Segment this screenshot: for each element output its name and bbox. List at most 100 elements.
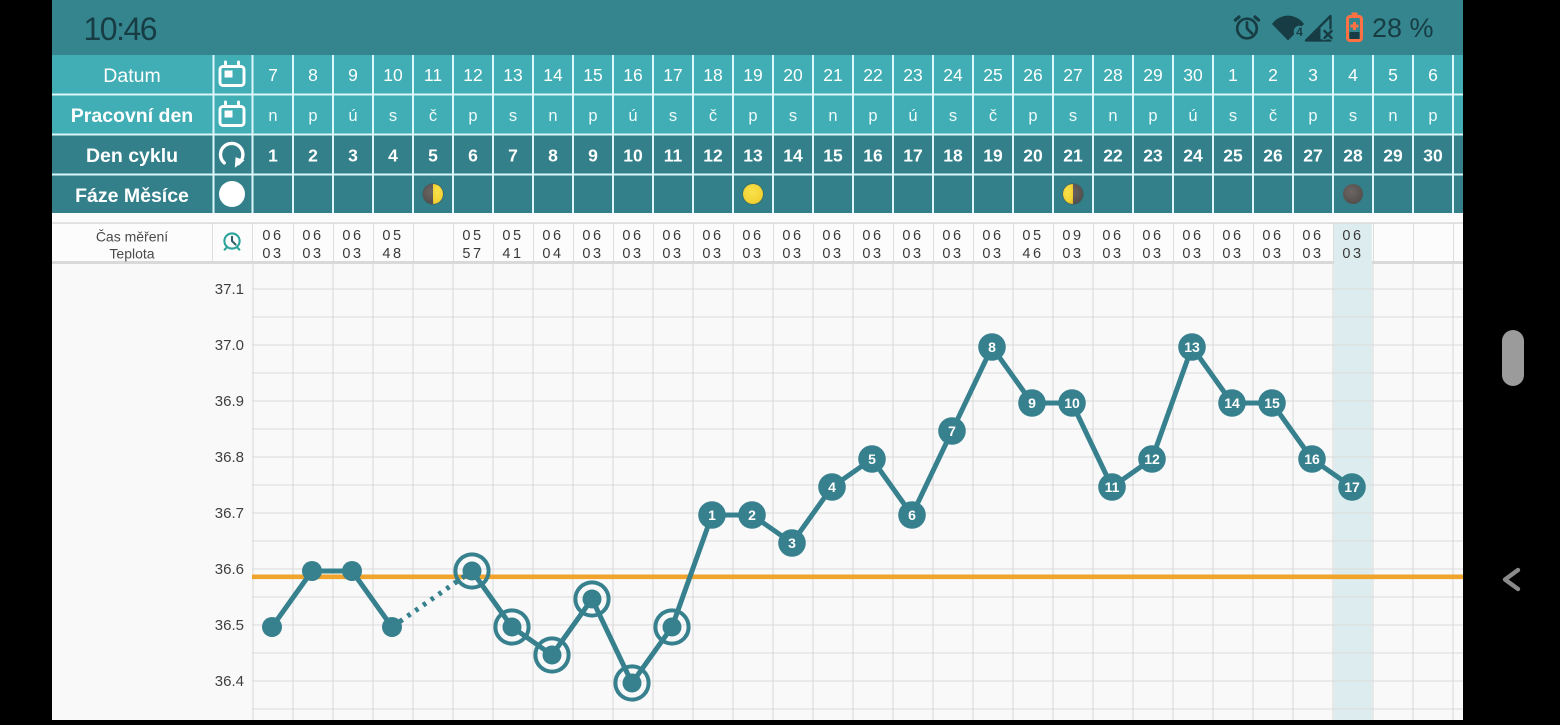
svg-text:03: 03 [702, 246, 723, 262]
svg-text:36.4: 36.4 [215, 673, 244, 690]
svg-text:28: 28 [1103, 65, 1122, 85]
svg-text:48: 48 [382, 246, 403, 262]
svg-text:5: 5 [868, 451, 876, 467]
svg-text:37.1: 37.1 [215, 281, 244, 298]
svg-text:15: 15 [583, 65, 602, 85]
svg-text:27: 27 [1303, 146, 1322, 166]
svg-text:06: 06 [822, 228, 843, 244]
svg-text:03: 03 [1142, 246, 1163, 262]
svg-text:06: 06 [1262, 228, 1283, 244]
svg-text:9: 9 [348, 65, 358, 85]
svg-text:2: 2 [1268, 65, 1278, 85]
svg-text:06: 06 [1302, 228, 1323, 244]
svg-text:06: 06 [582, 228, 603, 244]
svg-text:21: 21 [1063, 146, 1083, 166]
svg-text:29: 29 [1383, 146, 1403, 166]
svg-text:06: 06 [1182, 228, 1203, 244]
svg-text:č: č [429, 107, 437, 125]
svg-text:06: 06 [1222, 228, 1243, 244]
svg-text:7: 7 [268, 65, 278, 85]
svg-text:03: 03 [1182, 246, 1203, 262]
svg-text:25: 25 [1223, 146, 1243, 166]
svg-text:37.0: 37.0 [215, 337, 244, 354]
svg-text:18: 18 [943, 146, 963, 166]
svg-text:10: 10 [623, 146, 643, 166]
svg-text:22: 22 [863, 65, 882, 85]
svg-text:23: 23 [903, 65, 922, 85]
svg-text:ú: ú [1188, 107, 1197, 125]
svg-text:ú: ú [628, 107, 637, 125]
svg-text:20: 20 [1023, 146, 1043, 166]
svg-text:03: 03 [1062, 246, 1083, 262]
svg-text:12: 12 [463, 65, 482, 85]
svg-text:03: 03 [1102, 246, 1123, 262]
svg-text:1: 1 [1228, 65, 1238, 85]
svg-text:06: 06 [342, 228, 363, 244]
svg-text:3: 3 [348, 146, 358, 166]
svg-text:p: p [308, 107, 317, 125]
svg-text:26: 26 [1263, 146, 1283, 166]
svg-text:n: n [268, 107, 277, 125]
svg-text:41: 41 [502, 246, 523, 262]
svg-text:8: 8 [988, 339, 996, 355]
svg-text:p: p [588, 107, 597, 125]
svg-text:05: 05 [382, 228, 403, 244]
svg-text:03: 03 [622, 246, 643, 262]
svg-text:03: 03 [982, 246, 1003, 262]
svg-text:11: 11 [1105, 479, 1120, 495]
svg-text:Čas měření: Čas měření [96, 229, 168, 245]
svg-text:22: 22 [1103, 146, 1123, 166]
svg-text:03: 03 [1262, 246, 1283, 262]
svg-text:7: 7 [508, 146, 518, 166]
svg-text:03: 03 [902, 246, 923, 262]
svg-text:14: 14 [783, 146, 803, 166]
svg-text:s: s [1349, 107, 1357, 125]
svg-text:8: 8 [308, 65, 318, 85]
svg-text:03: 03 [822, 246, 843, 262]
svg-text:3: 3 [1308, 65, 1318, 85]
svg-text:18: 18 [703, 65, 722, 85]
svg-text:9: 9 [588, 146, 598, 166]
svg-text:s: s [949, 107, 957, 125]
svg-text:03: 03 [582, 246, 603, 262]
svg-text:19: 19 [983, 146, 1003, 166]
svg-text:s: s [509, 107, 517, 125]
svg-text:36.5: 36.5 [215, 617, 244, 634]
svg-text:16: 16 [863, 146, 883, 166]
svg-text:11: 11 [664, 146, 683, 166]
svg-text:05: 05 [462, 228, 483, 244]
svg-text:s: s [1069, 107, 1077, 125]
svg-text:03: 03 [1342, 246, 1363, 262]
svg-text:06: 06 [1342, 228, 1363, 244]
svg-text:27: 27 [1063, 65, 1082, 85]
svg-text:36.9: 36.9 [215, 393, 244, 410]
svg-text:17: 17 [1344, 479, 1360, 495]
svg-text:6: 6 [1428, 65, 1438, 85]
svg-text:05: 05 [502, 228, 523, 244]
svg-text:15: 15 [823, 146, 843, 166]
svg-text:25: 25 [983, 65, 1002, 85]
svg-text:n: n [1108, 107, 1117, 125]
svg-text:č: č [989, 107, 997, 125]
svg-text:06: 06 [862, 228, 883, 244]
svg-text:06: 06 [302, 228, 323, 244]
svg-text:4: 4 [1348, 65, 1358, 85]
svg-text:03: 03 [342, 246, 363, 262]
svg-text:06: 06 [1142, 228, 1163, 244]
svg-text:p: p [1308, 107, 1317, 125]
svg-text:36.8: 36.8 [215, 449, 244, 466]
svg-text:03: 03 [862, 246, 883, 262]
svg-text:17: 17 [663, 65, 682, 85]
svg-text:p: p [748, 107, 757, 125]
svg-text:č: č [709, 107, 717, 125]
svg-text:46: 46 [1022, 246, 1043, 262]
svg-text:s: s [789, 107, 797, 125]
svg-text:57: 57 [462, 246, 483, 262]
svg-text:06: 06 [702, 228, 723, 244]
svg-text:8: 8 [548, 146, 558, 166]
svg-text:s: s [1229, 107, 1237, 125]
svg-text:2: 2 [748, 507, 756, 523]
svg-text:11: 11 [424, 65, 442, 85]
svg-text:p: p [1028, 107, 1037, 125]
svg-text:06: 06 [902, 228, 923, 244]
